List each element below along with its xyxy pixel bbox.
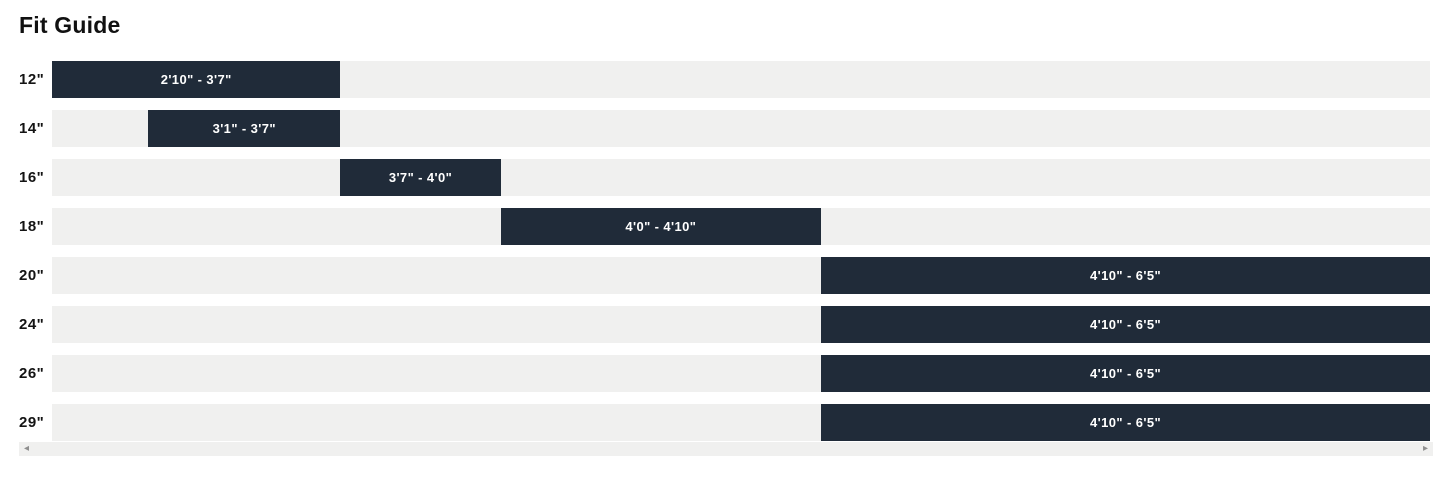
fit-guide-row: 16" 3'7" - 4'0" — [0, 159, 1430, 196]
range-track: 4'10" - 6'5" — [52, 257, 1430, 294]
range-bar: 4'10" - 6'5" — [821, 355, 1430, 392]
height-range-label: 4'10" - 6'5" — [1090, 366, 1162, 381]
range-bar: 4'0" - 4'10" — [500, 208, 822, 245]
range-bar: 3'7" - 4'0" — [340, 159, 501, 196]
fit-guide-row: 14" 3'1" - 3'7" — [0, 110, 1430, 147]
wheel-size-label: 18" — [19, 218, 45, 235]
fit-guide-row: 24" 4'10" - 6'5" — [0, 306, 1430, 343]
fit-guide-chart: 12" 2'10" - 3'7" 14" 3'1" - 3'7" 16" 3'7… — [0, 61, 1430, 453]
range-bar: 4'10" - 6'5" — [821, 306, 1430, 343]
fit-guide-row: 12" 2'10" - 3'7" — [0, 61, 1430, 98]
range-track: 3'7" - 4'0" — [52, 159, 1430, 196]
range-track: 4'10" - 6'5" — [52, 404, 1430, 441]
wheel-size-label: 14" — [19, 120, 45, 137]
range-track: 4'10" - 6'5" — [52, 355, 1430, 392]
wheel-size-label: 16" — [19, 169, 45, 186]
range-bar: 2'10" - 3'7" — [52, 61, 341, 98]
range-track: 3'1" - 3'7" — [52, 110, 1430, 147]
range-track: 2'10" - 3'7" — [52, 61, 1430, 98]
wheel-size-label: 29" — [19, 414, 45, 431]
range-bar: 3'1" - 3'7" — [148, 110, 341, 147]
fit-guide-row: 29" 4'10" - 6'5" — [0, 404, 1430, 441]
fit-guide-row: 26" 4'10" - 6'5" — [0, 355, 1430, 392]
range-bar: 4'10" - 6'5" — [821, 257, 1430, 294]
wheel-size-label: 20" — [19, 267, 45, 284]
height-range-label: 4'0" - 4'10" — [625, 219, 697, 234]
height-range-label: 4'10" - 6'5" — [1090, 268, 1162, 283]
fit-guide-row: 20" 4'10" - 6'5" — [0, 257, 1430, 294]
wheel-size-label: 12" — [19, 71, 45, 88]
range-track: 4'10" - 6'5" — [52, 306, 1430, 343]
range-track: 4'0" - 4'10" — [52, 208, 1430, 245]
range-bar: 4'10" - 6'5" — [821, 404, 1430, 441]
fit-guide-row: 18" 4'0" - 4'10" — [0, 208, 1430, 245]
wheel-size-label: 26" — [19, 365, 45, 382]
height-range-label: 2'10" - 3'7" — [160, 72, 232, 87]
height-range-label: 4'10" - 6'5" — [1090, 415, 1162, 430]
height-range-label: 3'7" - 4'0" — [388, 170, 453, 185]
height-range-label: 3'1" - 3'7" — [212, 121, 276, 136]
height-range-label: 4'10" - 6'5" — [1090, 317, 1162, 332]
scroll-left-arrow-icon[interactable]: ◂ — [24, 443, 30, 454]
scroll-right-arrow-icon[interactable]: ▸ — [1422, 443, 1428, 454]
wheel-size-label: 24" — [19, 316, 45, 333]
chart-title: Fit Guide — [19, 12, 121, 38]
horizontal-scrollbar[interactable]: ◂ ▸ — [19, 442, 1433, 456]
